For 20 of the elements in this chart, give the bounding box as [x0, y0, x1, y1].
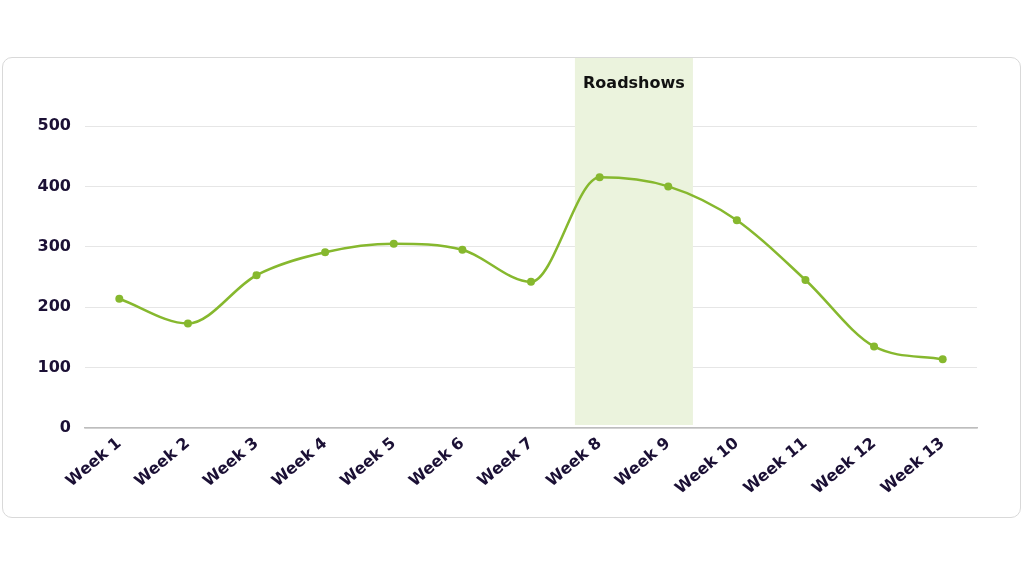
point [527, 277, 535, 286]
y-tick-label: 300 [37, 235, 71, 255]
y-tick-label: 100 [37, 356, 71, 376]
point [321, 248, 330, 257]
point [115, 294, 124, 303]
point [870, 342, 879, 351]
y-tick-label: 400 [37, 175, 71, 195]
point [595, 173, 604, 182]
y-tick-label: 200 [37, 296, 71, 316]
band-label: Roadshows [583, 73, 685, 93]
point [732, 216, 741, 225]
y-tick-label: 0 [59, 417, 71, 437]
y-tick-label: 500 [37, 115, 71, 135]
point [664, 182, 673, 191]
point [183, 319, 192, 328]
point [938, 355, 947, 364]
point [801, 276, 810, 285]
point [458, 245, 467, 254]
point [389, 239, 398, 248]
point [252, 271, 261, 280]
